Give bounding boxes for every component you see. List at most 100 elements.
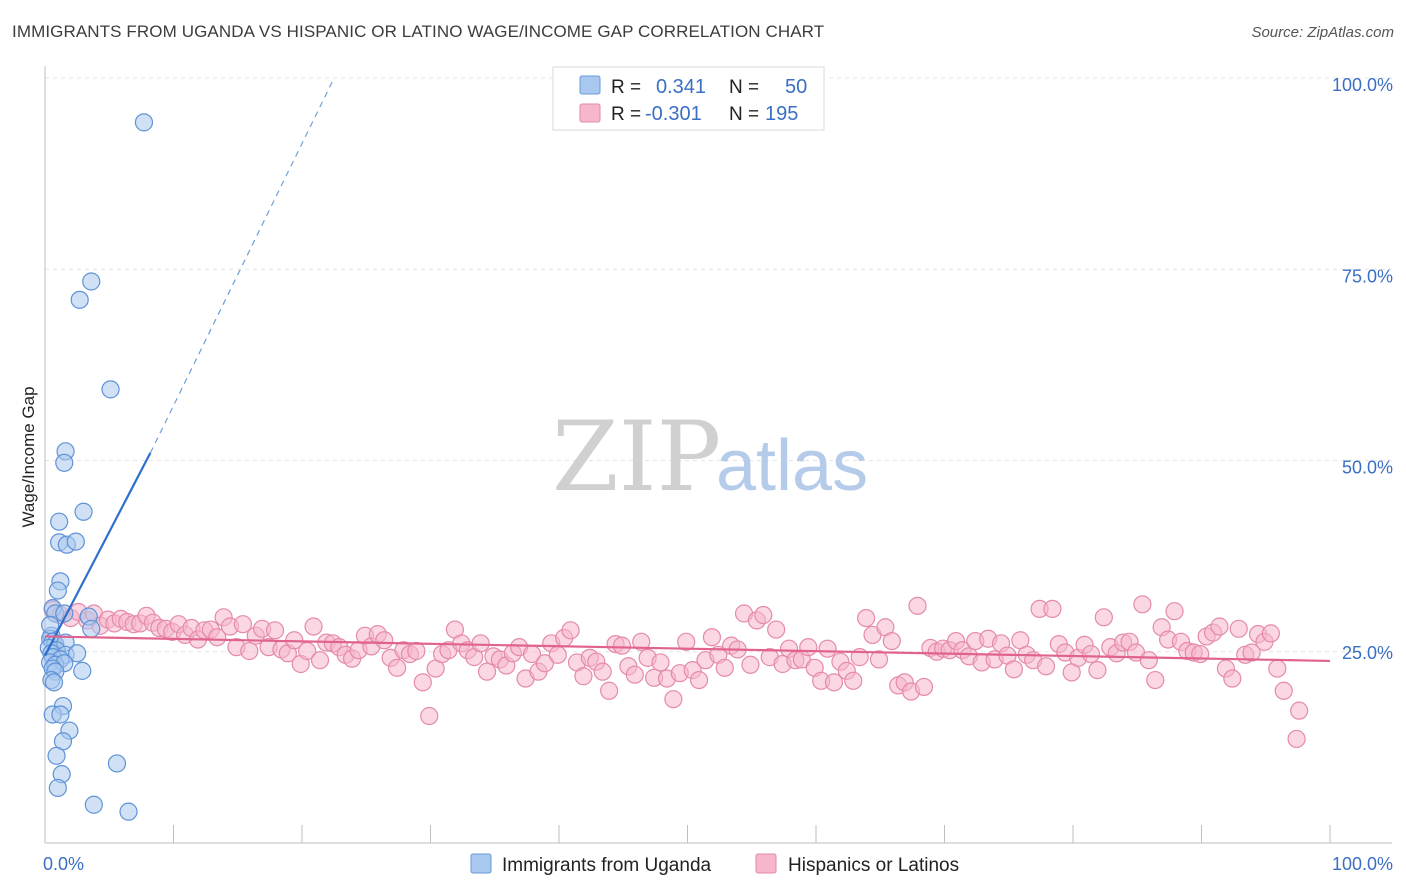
hispanic-point-107: [741, 655, 760, 674]
series-legend-swatch-hispanic: [755, 853, 777, 874]
hispanic-point-189: [1268, 659, 1287, 678]
hispanic-point-120: [824, 673, 844, 692]
y-tick-label-50: 50.0%: [1342, 458, 1393, 478]
hispanic-point-190: [1274, 681, 1293, 700]
uganda-point-46: [84, 795, 103, 814]
uganda-point-6: [74, 502, 93, 521]
hispanic-point-173: [1165, 602, 1184, 621]
y-tick-label-75: 75.0%: [1342, 266, 1393, 286]
hispanic-point-161: [1088, 661, 1107, 680]
hispanic-point-39: [304, 617, 323, 636]
watermark-atlas: atlas: [716, 426, 868, 506]
legend-n-label-2: N =: [729, 104, 759, 125]
hispanic-point-154: [1043, 599, 1062, 619]
hispanic-point-119: [818, 639, 837, 658]
hispanic-point-24: [208, 628, 227, 647]
hispanic-point-33: [265, 621, 285, 640]
hispanic-point-84: [593, 662, 612, 681]
hispanic-point-127: [869, 650, 889, 669]
legend-swatch-uganda: [579, 75, 601, 95]
hispanic-point-89: [625, 665, 644, 684]
legend-r-label-1: R =: [611, 77, 641, 98]
hispanic-point-111: [767, 620, 786, 639]
uganda-point-34: [73, 661, 92, 680]
hispanic-point-95: [664, 690, 683, 709]
hispanic-point-109: [754, 605, 773, 625]
series-legend-hispanic: Hispanics or Latinos: [788, 855, 959, 876]
uganda-point-48: [41, 615, 60, 635]
x-tick-labels: 0.0% 100.0%: [43, 854, 1393, 874]
series-legend-uganda: Immigrants from Uganda: [502, 855, 712, 876]
uganda-point-1: [82, 272, 101, 291]
uganda-point-42: [47, 746, 66, 765]
hispanic-point-79: [561, 621, 580, 640]
hispanic-point-177: [1191, 644, 1210, 664]
hispanic-point-160: [1081, 644, 1101, 664]
trend-lines: [44, 77, 1331, 663]
hispanic-point-77: [548, 645, 567, 664]
uganda-point-26: [68, 644, 87, 663]
hispanic-point-28: [233, 615, 252, 634]
uganda-point-2: [70, 290, 89, 309]
hispanic-point-168: [1133, 595, 1152, 614]
chart-title: IMMIGRANTS FROM UGANDA VS HISPANIC OR LA…: [12, 22, 825, 41]
hispanic-point-85: [600, 681, 619, 700]
hispanic-point-65: [471, 634, 490, 653]
legend-r-label-2: R =: [611, 104, 641, 125]
hispanic-point-134: [914, 677, 934, 697]
uganda-points: [39, 113, 154, 821]
uganda-point-10: [66, 532, 85, 551]
hispanic-point-66: [477, 662, 497, 681]
hispanic-trend-line: [44, 635, 1331, 663]
hispanic-point-90: [632, 632, 651, 651]
y-tick-labels: 25.0% 50.0% 75.0% 100.0%: [1332, 75, 1393, 663]
hispanic-point-180: [1210, 617, 1229, 636]
legend-r-value-1: 0.341: [656, 76, 706, 98]
hispanic-point-188: [1261, 624, 1280, 643]
x-tick-label-min: 0.0%: [43, 854, 84, 874]
hispanic-point-169: [1139, 651, 1158, 670]
watermark: ZIP atlas: [552, 401, 868, 513]
hispanic-point-185: [1242, 643, 1261, 662]
hispanic-point-97: [677, 632, 696, 651]
uganda-point-39: [51, 705, 70, 724]
hispanic-point-129: [882, 631, 901, 651]
series-legend: Immigrants from Uganda Hispanics or Lati…: [470, 853, 959, 876]
uganda-point-3: [101, 380, 120, 399]
hispanic-point-99: [689, 670, 709, 690]
legend-r-value-2: -0.301: [645, 103, 702, 125]
legend-n-value-1: 50: [785, 76, 807, 98]
uganda-point-0: [134, 113, 154, 132]
hispanic-point-75: [535, 654, 554, 673]
hispanic-point-191: [1287, 729, 1306, 749]
uganda-trend-line: [44, 452, 152, 657]
uganda-point-49: [82, 619, 101, 638]
uganda-point-43: [107, 754, 127, 773]
grid-lines: [45, 77, 1392, 653]
hispanic-point-101: [702, 628, 722, 647]
hispanic-point-148: [1004, 660, 1023, 679]
hispanic-point-87: [612, 636, 632, 655]
hispanic-point-52: [387, 658, 407, 677]
hispanic-point-116: [799, 638, 818, 657]
hispanic-point-192: [1290, 701, 1309, 720]
hispanic-point-125: [857, 608, 876, 628]
uganda-point-36: [44, 673, 64, 692]
legend-n-label-1: N =: [729, 77, 759, 98]
watermark-zip: ZIP: [552, 401, 721, 513]
hispanic-point-55: [407, 641, 426, 661]
hispanic-point-183: [1229, 619, 1248, 638]
hispanic-point-50: [375, 631, 394, 650]
uganda-point-7: [50, 512, 69, 531]
hispanic-point-56: [413, 673, 432, 692]
uganda-trend-extension: [149, 77, 335, 454]
uganda-point-5: [55, 453, 74, 472]
hispanic-point-40: [310, 651, 330, 670]
uganda-point-47: [119, 802, 138, 821]
hispanic-point-57: [420, 706, 439, 726]
hispanic-point-133: [908, 596, 927, 615]
hispanic-point-29: [240, 641, 259, 661]
hispanic-point-153: [1036, 657, 1056, 676]
hispanic-points: [43, 595, 1309, 749]
